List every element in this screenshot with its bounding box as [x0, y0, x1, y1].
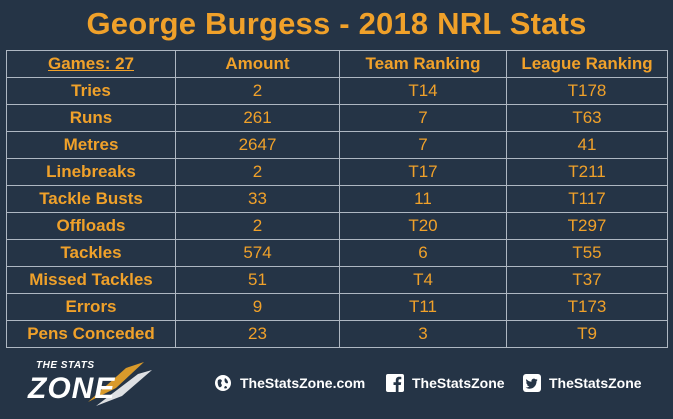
team-ranking-cell: 7	[339, 104, 507, 132]
league-ranking-cell: T63	[506, 104, 668, 132]
team-ranking-cell: T4	[339, 266, 507, 294]
league-ranking-cell: T117	[506, 185, 668, 213]
stats-table: Games: 27 Amount Team Ranking League Ran…	[6, 50, 668, 348]
website-text: TheStatsZone.com	[240, 375, 366, 391]
facebook-text: TheStatsZone	[412, 375, 505, 391]
table-row: Metres 2647 7 41	[6, 131, 668, 159]
twitter-text: TheStatsZone	[549, 375, 642, 391]
table-row: Linebreaks 2 T17 T211	[6, 158, 668, 186]
stat-label: Offloads	[6, 212, 176, 240]
stat-label: Tackles	[6, 239, 176, 267]
league-ranking-cell: T37	[506, 266, 668, 294]
twitter-link[interactable]: TheStatsZone	[523, 372, 642, 394]
twitter-icon	[523, 374, 541, 392]
league-ranking-cell: T297	[506, 212, 668, 240]
amount-cell: 2	[175, 158, 340, 186]
logo-text-top: THE STATS	[36, 360, 95, 371]
logo-text-main: ZONE	[28, 372, 116, 405]
table-row: Tackles 574 6 T55	[6, 239, 668, 267]
stat-label: Linebreaks	[6, 158, 176, 186]
stats-zone-logo: THE STATS ZONE	[26, 358, 156, 410]
games-count-header: Games: 27	[6, 50, 176, 78]
team-ranking-cell: 3	[339, 320, 507, 348]
amount-cell: 574	[175, 239, 340, 267]
stat-label: Tries	[6, 77, 176, 105]
league-ranking-cell: T173	[506, 293, 668, 321]
table-row: Tries 2 T14 T178	[6, 77, 668, 105]
logo-swoosh-icon	[88, 362, 152, 406]
amount-cell: 2	[175, 212, 340, 240]
stat-label: Missed Tackles	[6, 266, 176, 294]
league-ranking-header: League Ranking	[506, 50, 668, 78]
league-ranking-cell: 41	[506, 131, 668, 159]
league-ranking-cell: T55	[506, 239, 668, 267]
team-ranking-cell: 7	[339, 131, 507, 159]
footer: THE STATS ZONE TheStatsZone.com TheStats…	[0, 348, 673, 419]
page-title: George Burgess - 2018 NRL Stats	[86, 6, 587, 41]
table-row: Offloads 2 T20 T297	[6, 212, 668, 240]
amount-cell: 23	[175, 320, 340, 348]
table-row: Tackle Busts 33 11 T117	[6, 185, 668, 213]
league-ranking-cell: T9	[506, 320, 668, 348]
stat-label: Errors	[6, 293, 176, 321]
amount-cell: 51	[175, 266, 340, 294]
amount-cell: 261	[175, 104, 340, 132]
amount-cell: 2	[175, 77, 340, 105]
table-header-row: Games: 27 Amount Team Ranking League Ran…	[6, 50, 668, 78]
stat-label: Metres	[6, 131, 176, 159]
team-ranking-cell: T17	[339, 158, 507, 186]
league-ranking-cell: T211	[506, 158, 668, 186]
facebook-icon	[386, 374, 404, 392]
table-row: Missed Tackles 51 T4 T37	[6, 266, 668, 294]
globe-icon	[215, 375, 231, 391]
stat-label: Runs	[6, 104, 176, 132]
facebook-link[interactable]: TheStatsZone	[386, 372, 505, 394]
team-ranking-cell: 6	[339, 239, 507, 267]
team-ranking-cell: T11	[339, 293, 507, 321]
website-link[interactable]: TheStatsZone.com	[214, 372, 365, 394]
table-row: Pens Conceded 23 3 T9	[6, 320, 668, 348]
team-ranking-cell: 11	[339, 185, 507, 213]
amount-header: Amount	[175, 50, 340, 78]
amount-cell: 2647	[175, 131, 340, 159]
team-ranking-cell: T14	[339, 77, 507, 105]
table-row: Runs 261 7 T63	[6, 104, 668, 132]
team-ranking-cell: T20	[339, 212, 507, 240]
amount-cell: 33	[175, 185, 340, 213]
team-ranking-header: Team Ranking	[339, 50, 507, 78]
stat-label: Pens Conceded	[6, 320, 176, 348]
stat-label: Tackle Busts	[6, 185, 176, 213]
table-row: Errors 9 T11 T173	[6, 293, 668, 321]
league-ranking-cell: T178	[506, 77, 668, 105]
amount-cell: 9	[175, 293, 340, 321]
